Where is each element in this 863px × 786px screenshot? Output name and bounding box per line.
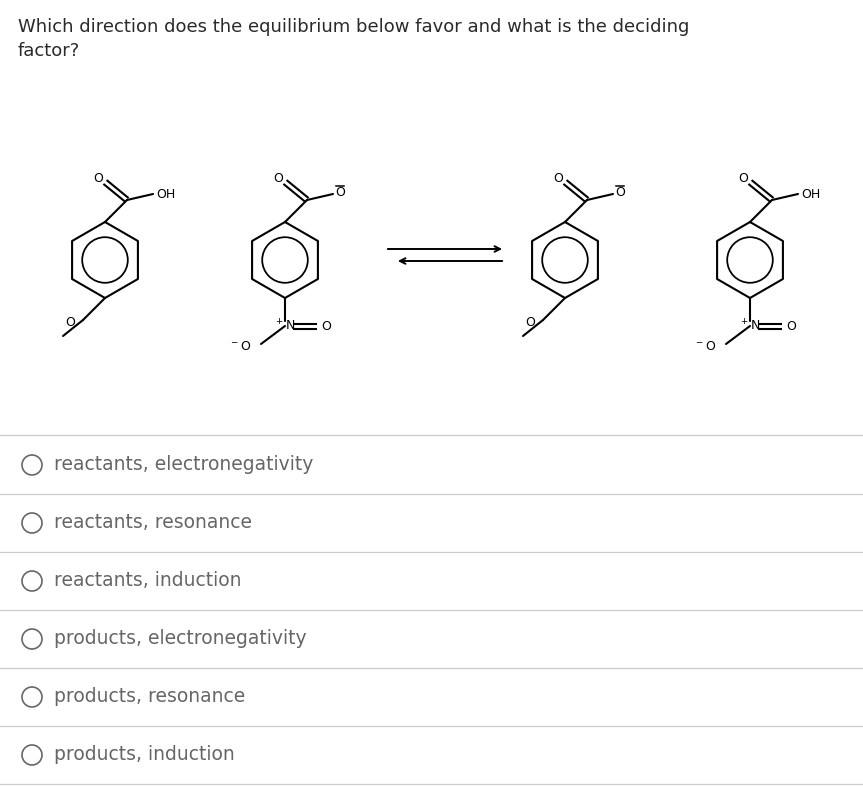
Text: factor?: factor? xyxy=(18,42,80,60)
Text: OH: OH xyxy=(156,188,176,200)
Text: O: O xyxy=(321,319,331,332)
Text: O: O xyxy=(786,319,796,332)
Text: products, induction: products, induction xyxy=(54,745,235,765)
Text: O: O xyxy=(615,186,625,200)
Text: O: O xyxy=(738,171,748,185)
Text: reactants, electronegativity: reactants, electronegativity xyxy=(54,456,313,475)
Text: O: O xyxy=(65,315,75,329)
Text: O: O xyxy=(553,171,563,185)
Text: Which direction does the equilibrium below favor and what is the deciding: Which direction does the equilibrium bel… xyxy=(18,18,690,36)
Text: reactants, resonance: reactants, resonance xyxy=(54,513,252,532)
Text: $^+$N: $^+$N xyxy=(274,318,296,333)
Text: reactants, induction: reactants, induction xyxy=(54,571,242,590)
Text: O: O xyxy=(335,186,345,200)
Text: products, electronegativity: products, electronegativity xyxy=(54,630,306,648)
Text: O: O xyxy=(93,171,103,185)
Text: O: O xyxy=(525,315,535,329)
Text: O: O xyxy=(273,171,283,185)
Text: $^-$O: $^-$O xyxy=(694,340,716,354)
Text: products, resonance: products, resonance xyxy=(54,688,245,707)
Text: $^+$N: $^+$N xyxy=(740,318,760,333)
Text: OH: OH xyxy=(802,188,821,200)
Text: $^-$O: $^-$O xyxy=(229,340,251,354)
